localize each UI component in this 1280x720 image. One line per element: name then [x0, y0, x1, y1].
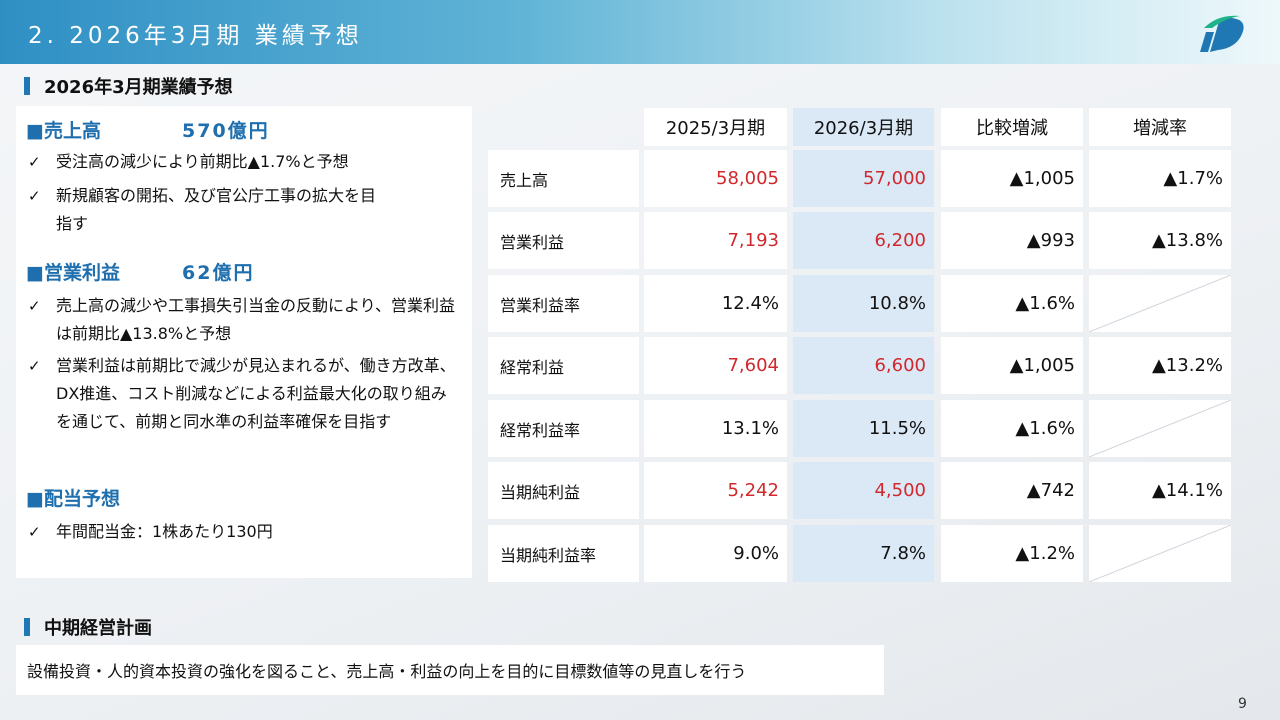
- table-cell: 12.4%: [644, 275, 787, 332]
- table-cell: ▲1.2%: [941, 525, 1083, 582]
- table-cell: ▲742: [941, 462, 1083, 519]
- row-label-cell: 営業利益: [488, 212, 639, 269]
- page-number: 9: [1238, 696, 1247, 712]
- table-cell-not-applicable: [1089, 400, 1231, 457]
- table-cell: ▲1,005: [941, 150, 1083, 207]
- diagonal-line-icon: [1089, 525, 1231, 582]
- sales-heading: ■売上高 570億円: [26, 116, 268, 143]
- table-cell: 7,604: [644, 337, 787, 394]
- table-cell: ▲13.2%: [1089, 337, 1231, 394]
- section-bar: [24, 618, 30, 636]
- table-header-cell: 2025/3月期: [644, 108, 787, 146]
- table-header-cell: 2026/3月期: [793, 108, 934, 146]
- row-label-cell: 当期純利益: [488, 462, 639, 519]
- forecast-summary-panel: ■売上高 570億円 ✓ 受注高の減少により前期比▲1.7%と予想 ✓ 新規顧客…: [16, 106, 472, 578]
- table-cell-not-applicable: [1089, 275, 1231, 332]
- list-item: ✓ 年間配当金：1株あたり130円: [28, 518, 458, 546]
- row-label-cell: 売上高: [488, 150, 639, 207]
- operating-amount: 62億円: [182, 262, 255, 284]
- list-item: ✓ 売上高の減少や工事損失引当金の反動により、営業利益は前期比▲13.8%と予想: [28, 292, 458, 348]
- slide-header: 2. 2026年3月期 業績予想: [0, 0, 1280, 64]
- table-cell: 9.0%: [644, 525, 787, 582]
- table-cell: 6,200: [793, 212, 934, 269]
- section-bar: [24, 77, 30, 95]
- table-cell: 13.1%: [644, 400, 787, 457]
- table-cell-not-applicable: [1089, 525, 1231, 582]
- check-icon: ✓: [28, 153, 41, 171]
- table-cell: ▲13.8%: [1089, 212, 1231, 269]
- table-cell: ▲1.6%: [941, 275, 1083, 332]
- company-logo-icon: [1200, 15, 1244, 52]
- midterm-plan-text: 設備投資・人的資本投資の強化を図ること、売上高・利益の向上を目的に目標数値等の見…: [16, 645, 884, 695]
- slide-title: 2. 2026年3月期 業績予想: [28, 23, 363, 49]
- table-cell: ▲993: [941, 212, 1083, 269]
- table-cell: 5,242: [644, 462, 787, 519]
- list-item: ✓ 新規顧客の開拓、及び官公庁工事の拡大を目指す: [28, 182, 376, 238]
- table-cell: 4,500: [793, 462, 934, 519]
- table-cell: ▲1,005: [941, 337, 1083, 394]
- dividend-label: ■配当予想: [26, 488, 120, 510]
- check-icon: ✓: [28, 523, 41, 541]
- section-heading-forecast: 2026年3月期業績予想: [24, 73, 233, 99]
- check-icon: ✓: [28, 357, 41, 375]
- operating-heading: ■営業利益 62億円: [26, 258, 252, 285]
- check-icon: ✓: [28, 297, 41, 315]
- list-item: ✓ 営業利益は前期比で減少が見込まれるが、働き方改革、DX推進、コスト削減などに…: [28, 352, 458, 436]
- section-heading-midterm-plan: 中期経営計画: [24, 614, 152, 640]
- row-label-cell: 当期純利益率: [488, 525, 639, 582]
- row-label-cell: 営業利益率: [488, 275, 639, 332]
- sales-label: ■売上高: [26, 120, 101, 142]
- table-cell: 57,000: [793, 150, 934, 207]
- table-header-cell: 増減率: [1089, 108, 1231, 146]
- table-cell: ▲14.1%: [1089, 462, 1231, 519]
- operating-label: ■営業利益: [26, 262, 120, 284]
- dividend-heading: ■配当予想: [26, 484, 120, 511]
- table-cell: 7.8%: [793, 525, 934, 582]
- row-label-cell: 経常利益: [488, 337, 639, 394]
- table-cell: 6,600: [793, 337, 934, 394]
- table-cell: 58,005: [644, 150, 787, 207]
- sales-amount: 570億円: [182, 120, 270, 142]
- diagonal-line-icon: [1089, 275, 1231, 332]
- section-title: 中期経営計画: [44, 618, 152, 639]
- table-header-cell: 比較増減: [941, 108, 1083, 146]
- table-cell: ▲1.7%: [1089, 150, 1231, 207]
- section-title: 2026年3月期業績予想: [44, 77, 233, 98]
- table-cell: ▲1.6%: [941, 400, 1083, 457]
- diagonal-line-icon: [1089, 400, 1231, 457]
- table-cell: 7,193: [644, 212, 787, 269]
- list-item: ✓ 受注高の減少により前期比▲1.7%と予想: [28, 148, 458, 176]
- table-cell: 11.5%: [793, 400, 934, 457]
- check-icon: ✓: [28, 187, 41, 205]
- table-cell: 10.8%: [793, 275, 934, 332]
- row-label-cell: 経常利益率: [488, 400, 639, 457]
